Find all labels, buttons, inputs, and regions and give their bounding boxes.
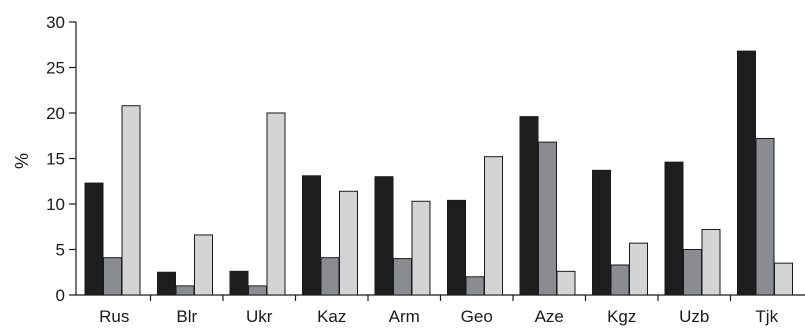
bar	[157, 271, 176, 296]
bar	[84, 182, 104, 296]
y-axis-label: %	[12, 153, 32, 169]
bar	[121, 105, 141, 296]
bar	[266, 112, 286, 296]
y-tick-label: 20	[46, 104, 65, 123]
y-tick-label: 0	[56, 286, 65, 305]
y-tick-label: 5	[56, 241, 65, 260]
x-category-label: Geo	[461, 307, 493, 326]
y-tick-label: 15	[46, 150, 65, 169]
x-category-label: Arm	[389, 307, 420, 326]
x-axis: Rus Blr Ukr Kaz Arm Geo Aze Kgz Uzb Tjk	[76, 294, 805, 326]
x-category-label: Uzb	[679, 307, 709, 326]
bar	[175, 285, 195, 296]
bar	[519, 116, 539, 296]
bar	[229, 270, 249, 296]
bar	[629, 242, 648, 296]
bar	[774, 262, 793, 296]
y-tick-label: 30	[46, 13, 65, 32]
bar	[755, 137, 775, 296]
bar	[248, 285, 267, 296]
x-category-label: Aze	[535, 307, 564, 326]
bar	[737, 50, 756, 296]
bar	[320, 257, 340, 296]
bar	[465, 276, 485, 296]
bar	[393, 258, 412, 296]
bar	[302, 175, 321, 296]
x-category-label: Tjk	[755, 307, 778, 326]
bar	[592, 169, 611, 296]
x-category-label: Kgz	[607, 307, 636, 326]
bar	[701, 228, 721, 296]
bar	[447, 199, 466, 296]
bar	[538, 141, 557, 296]
bar	[374, 176, 394, 296]
y-tick-label: 10	[46, 195, 65, 214]
x-category-label: Rus	[99, 307, 129, 326]
bar	[194, 234, 213, 296]
bar	[103, 257, 122, 296]
y-axis: 0 5 10 15 20 25 30	[46, 13, 77, 305]
bar	[610, 264, 630, 296]
bar	[664, 161, 684, 296]
bar	[411, 200, 431, 296]
bars	[84, 50, 793, 296]
bar	[556, 270, 576, 296]
y-tick-label: 25	[46, 59, 65, 78]
x-category-label: Ukr	[246, 307, 273, 326]
bar	[484, 156, 503, 296]
bar	[683, 249, 702, 296]
x-category-label: Blr	[176, 307, 197, 326]
bar	[339, 190, 358, 296]
x-category-label: Kaz	[317, 307, 346, 326]
